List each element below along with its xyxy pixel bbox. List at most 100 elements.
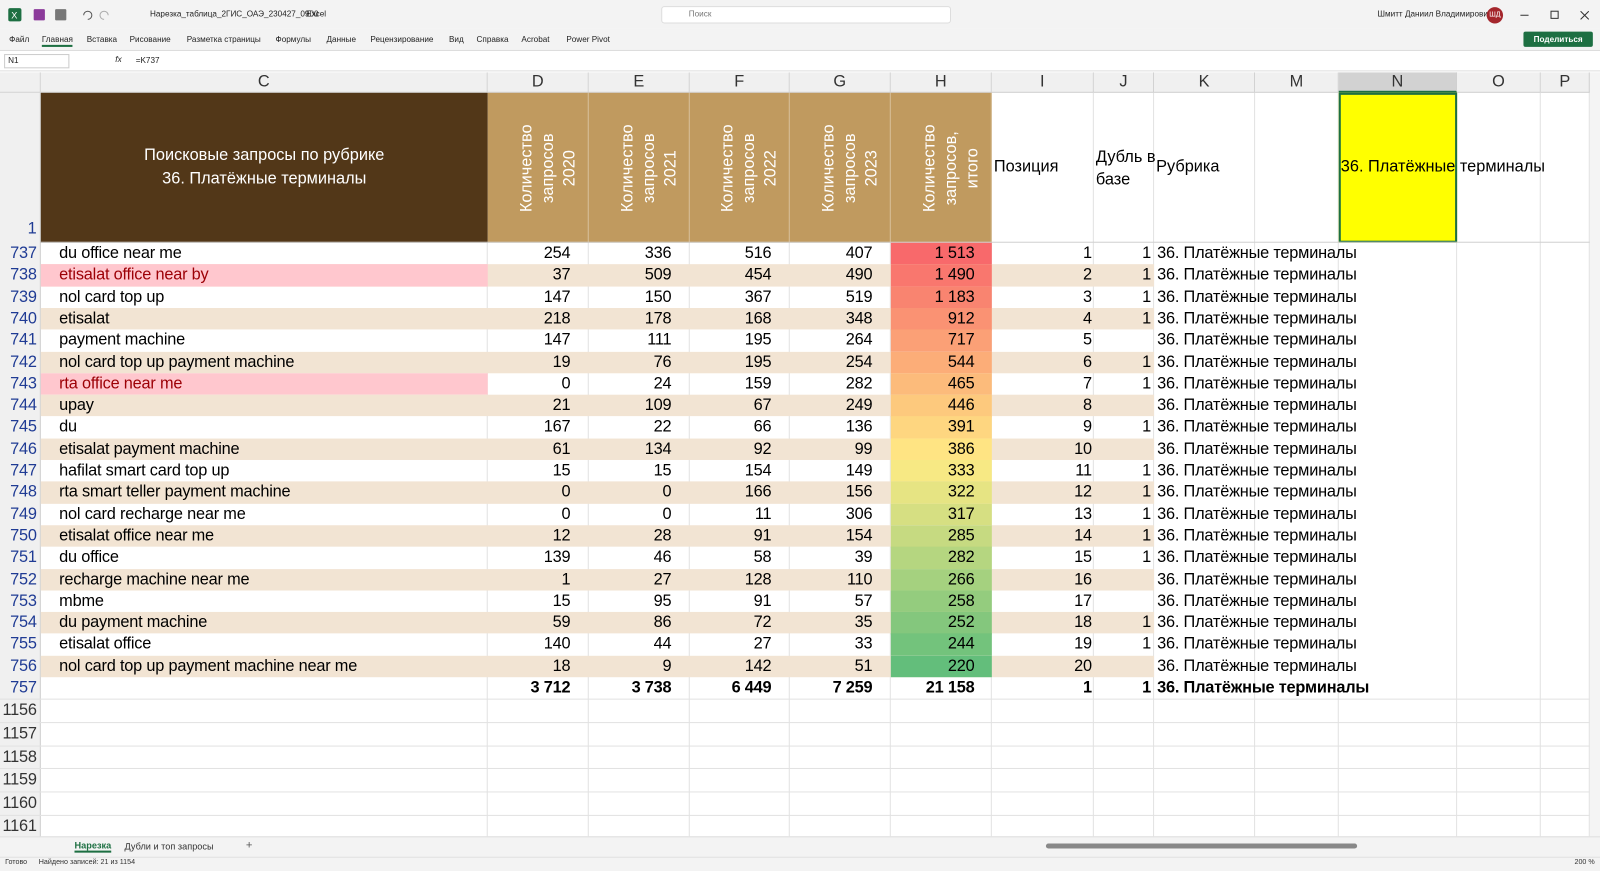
row-number[interactable]: 746 [10, 440, 37, 458]
row-number[interactable]: 739 [10, 288, 37, 306]
row-number[interactable]: 740 [10, 309, 37, 328]
row-number[interactable]: 743 [10, 375, 37, 393]
share-button[interactable]: Поделиться [1523, 31, 1593, 47]
formula[interactable]: =K737 [135, 56, 160, 66]
column-header[interactable]: E [588, 72, 690, 93]
row-number[interactable]: 757 [10, 679, 37, 697]
count-cell: 178 [644, 309, 672, 328]
row-number[interactable]: 738 [10, 266, 37, 284]
rubric-cell: 36. Платёжные терминалы [1157, 309, 1357, 328]
ribbon-tab[interactable]: Файл [9, 34, 30, 44]
search-box[interactable] [661, 6, 952, 24]
horizontal-scrollbar[interactable] [1045, 843, 1358, 849]
column-header[interactable]: K [1154, 72, 1256, 93]
count-cell: 367 [744, 288, 772, 306]
grid-line [1456, 92, 1458, 837]
column-header[interactable]: M [1255, 72, 1339, 93]
row-number[interactable]: 742 [10, 353, 37, 371]
ribbon-tab[interactable]: Acrobat [521, 34, 550, 44]
column-header[interactable]: O [1457, 72, 1541, 93]
scale-fill [890, 242, 992, 265]
column-header[interactable]: C [40, 72, 488, 93]
column-header[interactable]: N [1338, 72, 1458, 93]
scale-fill [890, 438, 992, 461]
ribbon-tab[interactable]: Данные [326, 34, 357, 44]
ribbon-tab[interactable]: Формулы [275, 34, 312, 44]
ribbon-tab[interactable]: Справка [476, 34, 509, 44]
count-cell: 109 [644, 396, 672, 415]
total-cell: 220 [947, 657, 975, 675]
ribbon-tab[interactable]: Вставка [86, 34, 118, 44]
row-number[interactable]: 1159 [2, 771, 37, 789]
row-number[interactable]: 751 [10, 548, 37, 567]
file-name: Нарезка_таблица_2ГИС_ОАЭ_230427_0900 [149, 9, 319, 19]
scale-fill [890, 568, 992, 591]
selected-cell[interactable] [1338, 92, 1458, 243]
ribbon-tab[interactable]: Рисование [129, 34, 171, 44]
row-number[interactable]: 744 [10, 396, 37, 415]
name-box-frame[interactable] [4, 54, 70, 69]
row-number[interactable]: 756 [10, 657, 37, 675]
column-header[interactable]: D [487, 72, 589, 93]
row-number[interactable]: 752 [10, 570, 37, 588]
sheet-tab[interactable]: Нарезка [74, 840, 112, 853]
row-number[interactable]: 1158 [2, 748, 37, 766]
total-cell: 1 183 [934, 288, 975, 306]
grid-line [889, 92, 891, 837]
count-cell: 51 [854, 657, 873, 675]
column-header[interactable]: F [689, 72, 790, 93]
row-band [40, 351, 1155, 374]
ribbon-tab[interactable]: Вид [448, 34, 464, 44]
position-cell: 5 [1082, 331, 1092, 349]
count-cell: 166 [744, 483, 772, 502]
column-header[interactable]: J [1093, 72, 1155, 93]
vertical-scrollbar[interactable] [1589, 72, 1600, 837]
column-header[interactable]: G [789, 72, 891, 93]
formula-bar [0, 50, 1600, 72]
total-cell: 544 [947, 353, 975, 371]
ribbon-tab[interactable]: Разметка страницы [186, 34, 261, 44]
highlight-fill [40, 264, 488, 287]
duplicate-cell: 1 [1142, 635, 1152, 654]
duplicate-cell: 1 [1142, 418, 1152, 436]
sheet-tab[interactable]: Дубли и топ запросы [124, 841, 214, 852]
row-number[interactable]: 1156 [2, 701, 37, 720]
user-avatar[interactable]: ШД [1486, 7, 1504, 24]
window-controls[interactable] [1515, 8, 1597, 22]
row-number[interactable]: 741 [10, 331, 37, 349]
ribbon-tab[interactable]: Главная [41, 35, 73, 47]
count-cell: 27 [653, 570, 672, 588]
row-number[interactable]: 1157 [2, 725, 37, 743]
position-cell: 6 [1082, 353, 1092, 371]
row-number[interactable]: 749 [10, 505, 37, 523]
row-number[interactable]: 737 [10, 244, 37, 263]
count-cell: 59 [552, 614, 571, 632]
column-header[interactable]: H [890, 72, 992, 93]
row-number[interactable]: 755 [10, 635, 37, 654]
column-header[interactable]: I [991, 72, 1094, 93]
row-number[interactable]: 753 [10, 592, 37, 610]
total-cell: 317 [947, 505, 975, 523]
scale-fill [890, 416, 992, 439]
column-header[interactable]: P [1540, 72, 1590, 93]
row-number[interactable]: 747 [10, 462, 37, 480]
ribbon-tab[interactable]: Рецензирование [370, 34, 434, 44]
count-cell: 57 [854, 592, 873, 610]
add-sheet[interactable]: + [245, 839, 253, 852]
count-header: Количество запросов 2022 [719, 123, 780, 212]
row-number[interactable]: 748 [10, 483, 37, 502]
zoom-level[interactable]: 200 % [1574, 858, 1595, 866]
row-number[interactable]: 1161 [2, 817, 37, 836]
search-label[interactable]: Поиск [688, 9, 712, 19]
row-number[interactable]: 750 [10, 527, 37, 545]
ribbon-tab[interactable]: Power Pivot [566, 34, 610, 44]
row-number[interactable]: 745 [10, 418, 37, 436]
row-number[interactable]: 1160 [2, 794, 37, 812]
selected-cell-text: 36. Платёжные терминалы [1340, 158, 1546, 176]
grid-line [688, 92, 690, 837]
query-cell: du payment machine [59, 614, 208, 632]
total-cell: 258 [947, 592, 975, 610]
count-cell: 111 [647, 331, 672, 349]
row-number[interactable]: 754 [10, 614, 37, 632]
name-box[interactable]: N1 [8, 56, 19, 66]
